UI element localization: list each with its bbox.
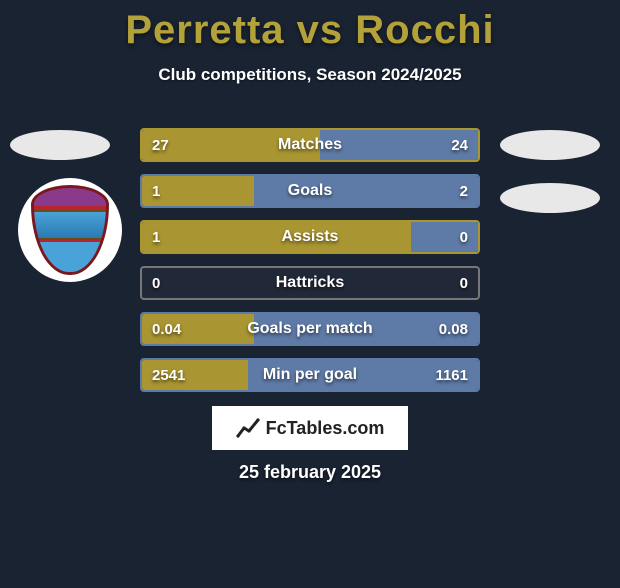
stat-row-matches: 27 Matches 24	[140, 128, 480, 162]
player-left-placeholder-oval	[10, 130, 110, 160]
page-subtitle: Club competitions, Season 2024/2025	[0, 65, 620, 85]
chart-ascending-icon	[236, 416, 260, 440]
club-crest-left	[18, 178, 122, 282]
stat-row-min-per-goal: 2541 Min per goal 1161	[140, 358, 480, 392]
stat-value-left: 0	[152, 268, 160, 298]
player-right-placeholder-oval-1	[500, 130, 600, 160]
stat-label: Hattricks	[142, 268, 478, 298]
page-title: Perretta vs Rocchi	[0, 8, 620, 53]
stats-container: 27 Matches 24 1 Goals 2 1 Assists 0 0 Ha…	[140, 128, 480, 404]
stat-row-assists: 1 Assists 0	[140, 220, 480, 254]
stat-row-hattricks: 0 Hattricks 0	[140, 266, 480, 300]
stat-row-goals: 1 Goals 2	[140, 174, 480, 208]
generation-date: 25 february 2025	[0, 462, 620, 483]
watermark-fctables: FcTables.com	[212, 406, 408, 450]
shield-icon	[31, 185, 109, 275]
player-right-placeholder-oval-2	[500, 183, 600, 213]
stat-value-right: 0	[460, 268, 468, 298]
stat-row-goals-per-match: 0.04 Goals per match 0.08	[140, 312, 480, 346]
watermark-text: FcTables.com	[266, 418, 385, 439]
